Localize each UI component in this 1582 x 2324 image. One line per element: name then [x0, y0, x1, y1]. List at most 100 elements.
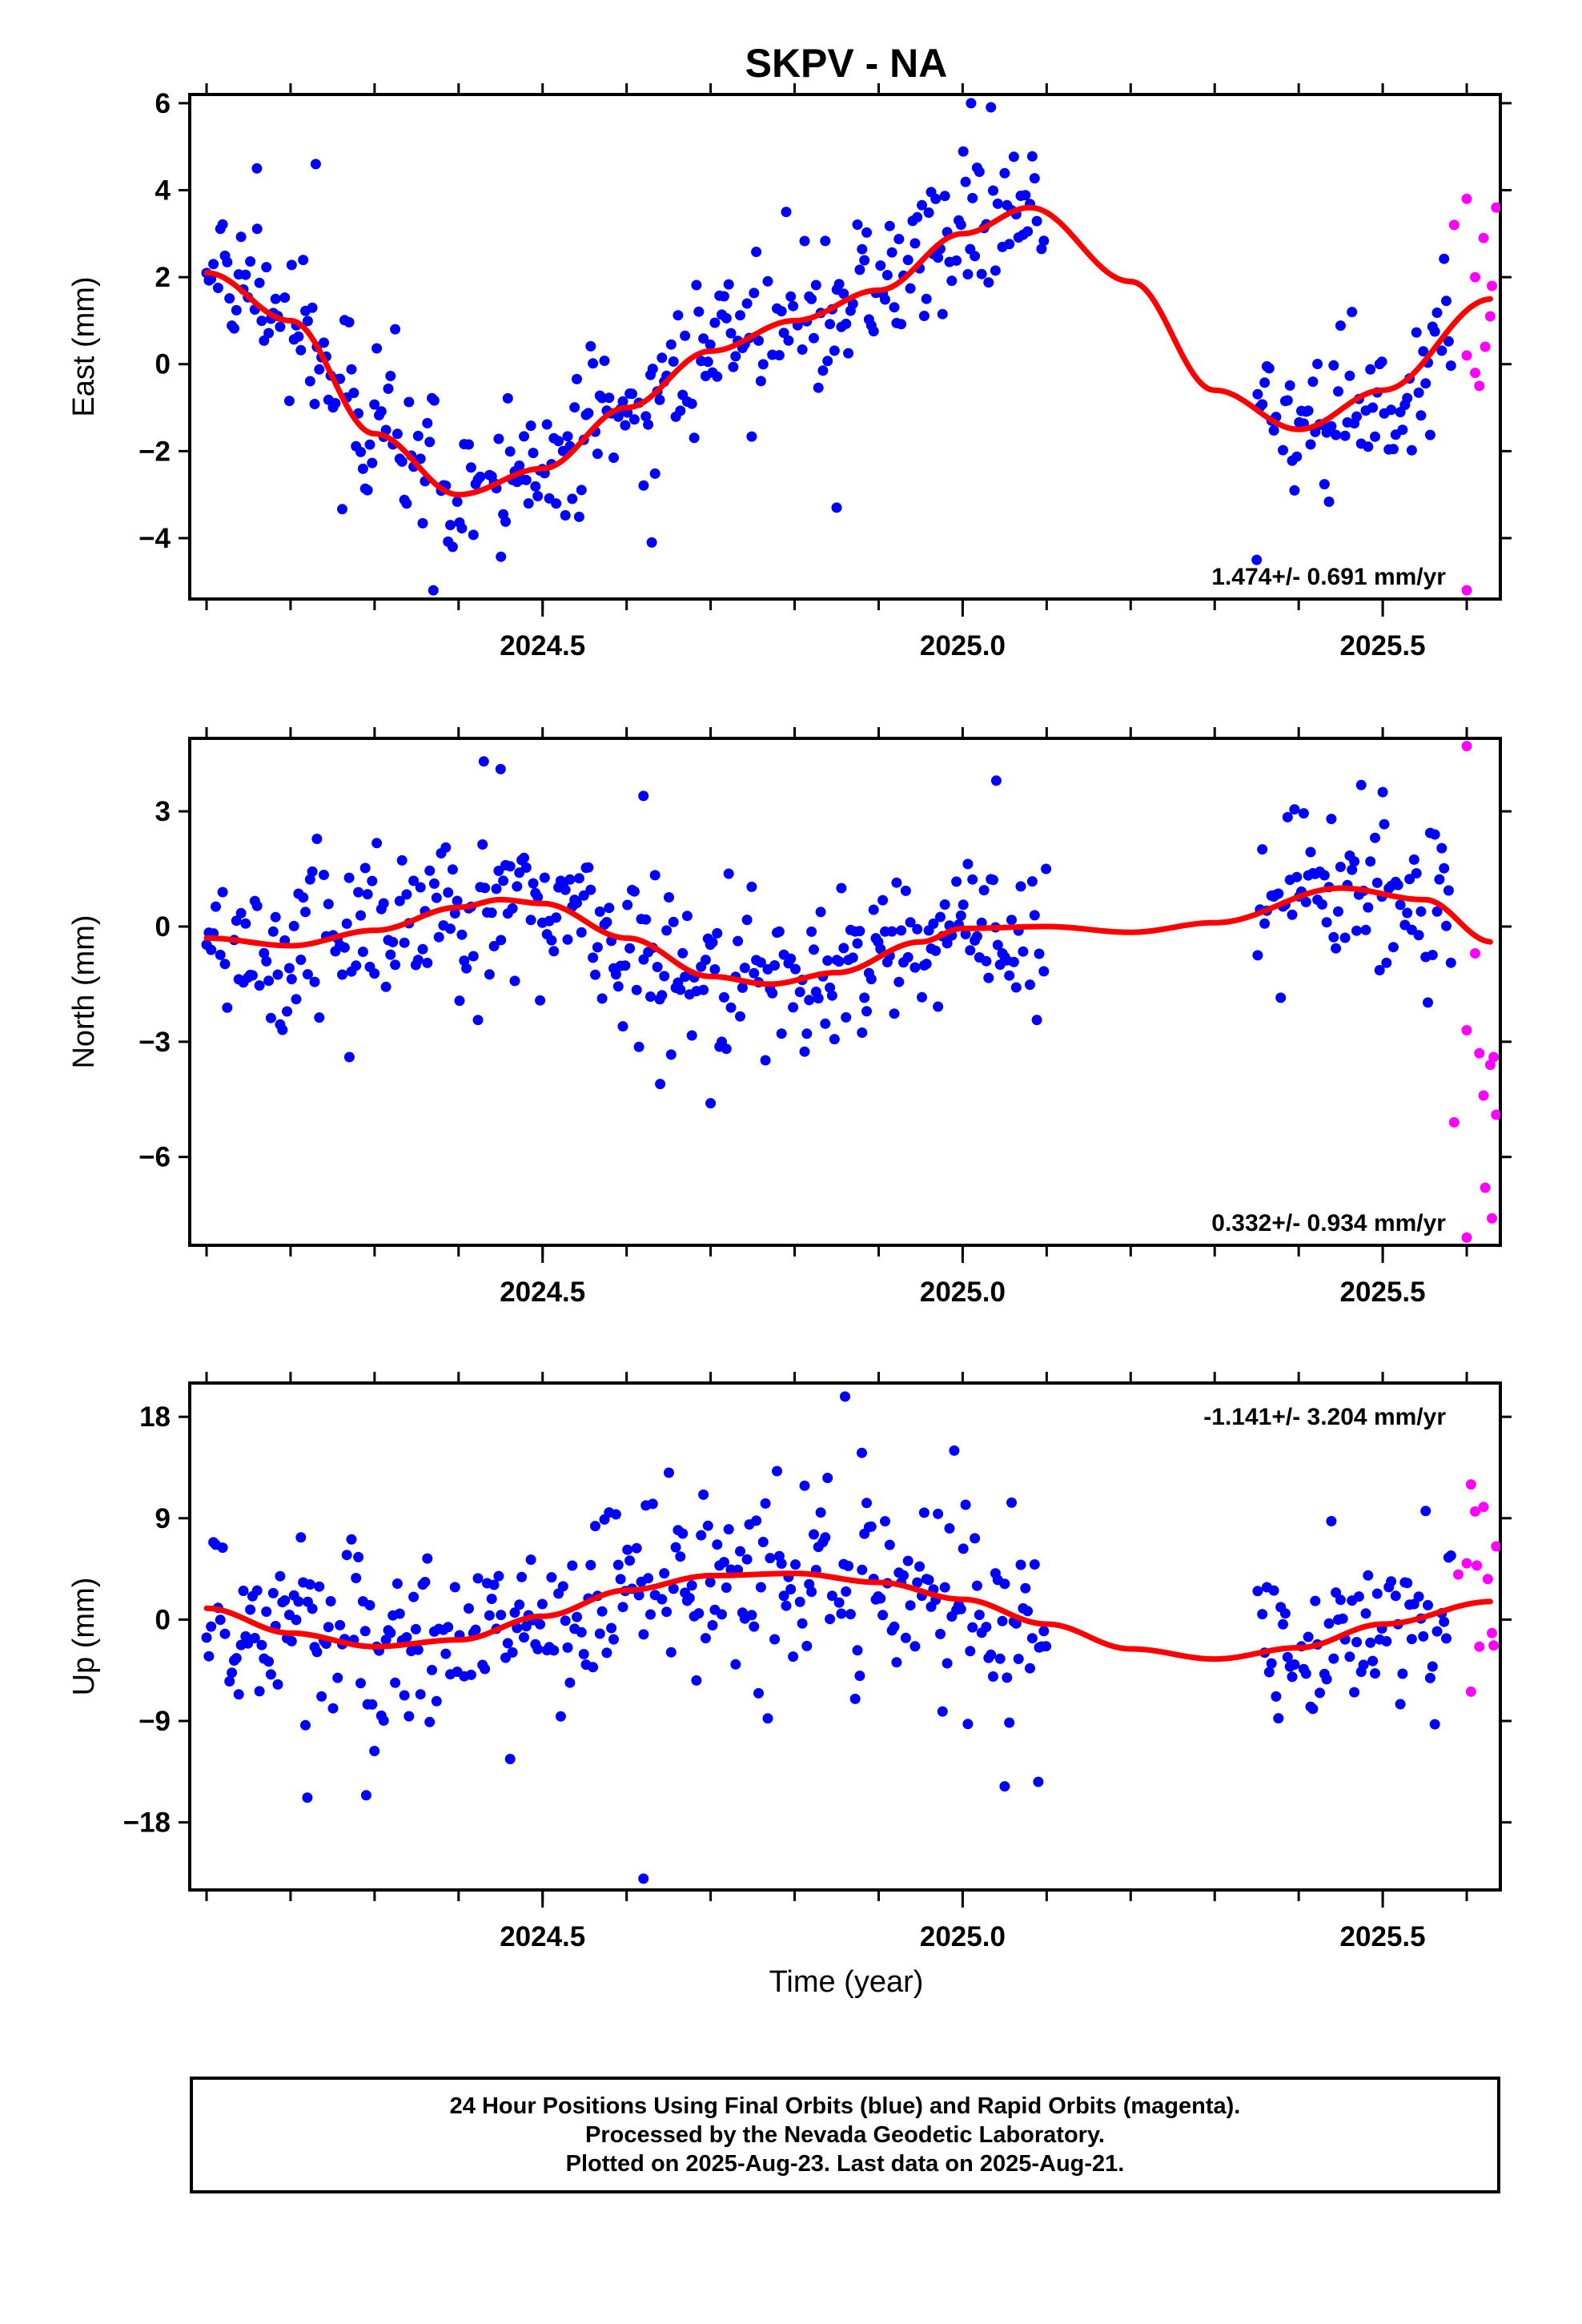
fit-line [203, 885, 1493, 987]
final-orbit-point [757, 359, 769, 370]
final-orbit-point [562, 431, 573, 442]
final-orbit-point [440, 1648, 452, 1659]
y-tick-label: −2 [139, 436, 171, 467]
final-orbit-point [909, 962, 921, 973]
final-orbit-point [912, 923, 923, 935]
final-orbit-point [1423, 997, 1433, 1008]
final-orbit-point [809, 332, 819, 344]
final-orbit-point [951, 876, 962, 887]
final-orbit-point [339, 942, 350, 953]
final-orbit-point [256, 316, 267, 327]
final-orbit-point [504, 861, 516, 872]
final-orbit-point [986, 102, 997, 113]
final-orbit-point [749, 1621, 760, 1632]
final-orbit-point [267, 926, 279, 937]
final-orbit-point [778, 1590, 789, 1602]
final-orbit-point [765, 1553, 776, 1564]
final-orbit-point [917, 199, 927, 211]
final-orbit-point [247, 970, 258, 981]
final-orbit-point [512, 881, 523, 892]
final-orbit-point [576, 485, 587, 496]
rate-label: 0.332+/- 0.934 mm/yr [1211, 1210, 1446, 1236]
final-orbit-point [235, 907, 247, 919]
final-orbit-point [604, 392, 615, 404]
final-orbit-point [267, 1587, 279, 1598]
final-orbit-point [206, 1621, 217, 1632]
final-orbit-point [893, 234, 905, 244]
final-orbit-point [680, 330, 691, 341]
final-orbit-point [981, 955, 992, 967]
final-orbit-point [967, 1622, 978, 1633]
final-orbit-point [412, 430, 424, 441]
final-orbit-point [378, 1715, 389, 1726]
final-orbit-point [390, 324, 401, 335]
final-orbit-point [424, 865, 436, 876]
final-orbit-point [1365, 856, 1376, 867]
final-orbit-point [670, 1542, 681, 1553]
final-orbit-point [1303, 405, 1314, 416]
final-orbit-point [643, 1573, 654, 1584]
final-orbit-point [219, 959, 231, 970]
final-orbit-point [588, 358, 599, 369]
final-orbit-point [723, 279, 734, 290]
final-orbit-point [905, 1600, 916, 1611]
final-orbit-point [718, 291, 729, 302]
final-orbit-point [833, 279, 845, 290]
final-orbit-point [1349, 856, 1360, 867]
final-orbit-point [852, 1645, 863, 1656]
final-orbit-point [261, 262, 272, 273]
final-orbit-point [801, 1028, 813, 1039]
final-orbit-point [960, 176, 971, 187]
final-orbit-point [689, 432, 700, 444]
final-orbit-point [1413, 1591, 1424, 1602]
final-orbit-point [390, 1677, 401, 1688]
final-orbit-point [783, 335, 794, 346]
final-orbit-point [1370, 832, 1380, 843]
y-tick-label: 3 [155, 796, 171, 827]
final-orbit-point [841, 1586, 852, 1597]
plot-frame [188, 93, 1502, 601]
final-orbit-point [730, 1659, 741, 1670]
final-orbit-point [300, 1719, 311, 1731]
final-orbit-point [1374, 965, 1385, 975]
final-orbit-point [707, 937, 718, 948]
final-orbit-point [1300, 896, 1311, 907]
final-orbit-point [664, 892, 674, 903]
final-orbit-point [675, 405, 686, 416]
final-orbit-point [902, 1555, 913, 1566]
final-orbit-point [1287, 1671, 1298, 1683]
final-orbit-point [693, 1608, 705, 1619]
final-orbit-point [408, 1591, 420, 1602]
final-orbit-point [785, 291, 797, 302]
final-orbit-point [562, 1642, 573, 1653]
final-orbit-point [572, 1611, 582, 1622]
final-orbit-point [1289, 1659, 1300, 1670]
final-orbit-point [1279, 1608, 1291, 1619]
final-orbit-point [971, 931, 982, 942]
final-orbit-point [424, 1716, 436, 1727]
final-orbit-point [1275, 992, 1287, 1003]
final-orbit-point [942, 1658, 953, 1669]
final-orbit-point [686, 398, 697, 409]
final-orbit-point [520, 474, 532, 485]
final-orbit-point [412, 955, 424, 966]
final-orbit-point [760, 1055, 771, 1066]
final-orbit-point [638, 1629, 649, 1640]
final-orbit-point [410, 1623, 421, 1634]
final-orbit-point [725, 328, 737, 339]
final-orbit-point [1315, 1687, 1325, 1699]
final-orbit-point [645, 991, 656, 1002]
final-orbit-point [898, 1570, 909, 1581]
rapid-orbit-point [1488, 1051, 1500, 1063]
final-orbit-point [709, 317, 721, 328]
final-orbit-point [896, 319, 907, 330]
final-orbit-point [718, 991, 729, 1003]
final-orbit-point [447, 541, 458, 553]
final-orbit-point [965, 945, 976, 956]
final-orbit-point [343, 1051, 355, 1063]
final-orbit-point [712, 371, 723, 382]
final-orbit-point [535, 995, 546, 1006]
rapid-orbit-point [1478, 1090, 1489, 1101]
final-orbit-point [1041, 1641, 1052, 1652]
final-orbit-point [346, 364, 357, 375]
